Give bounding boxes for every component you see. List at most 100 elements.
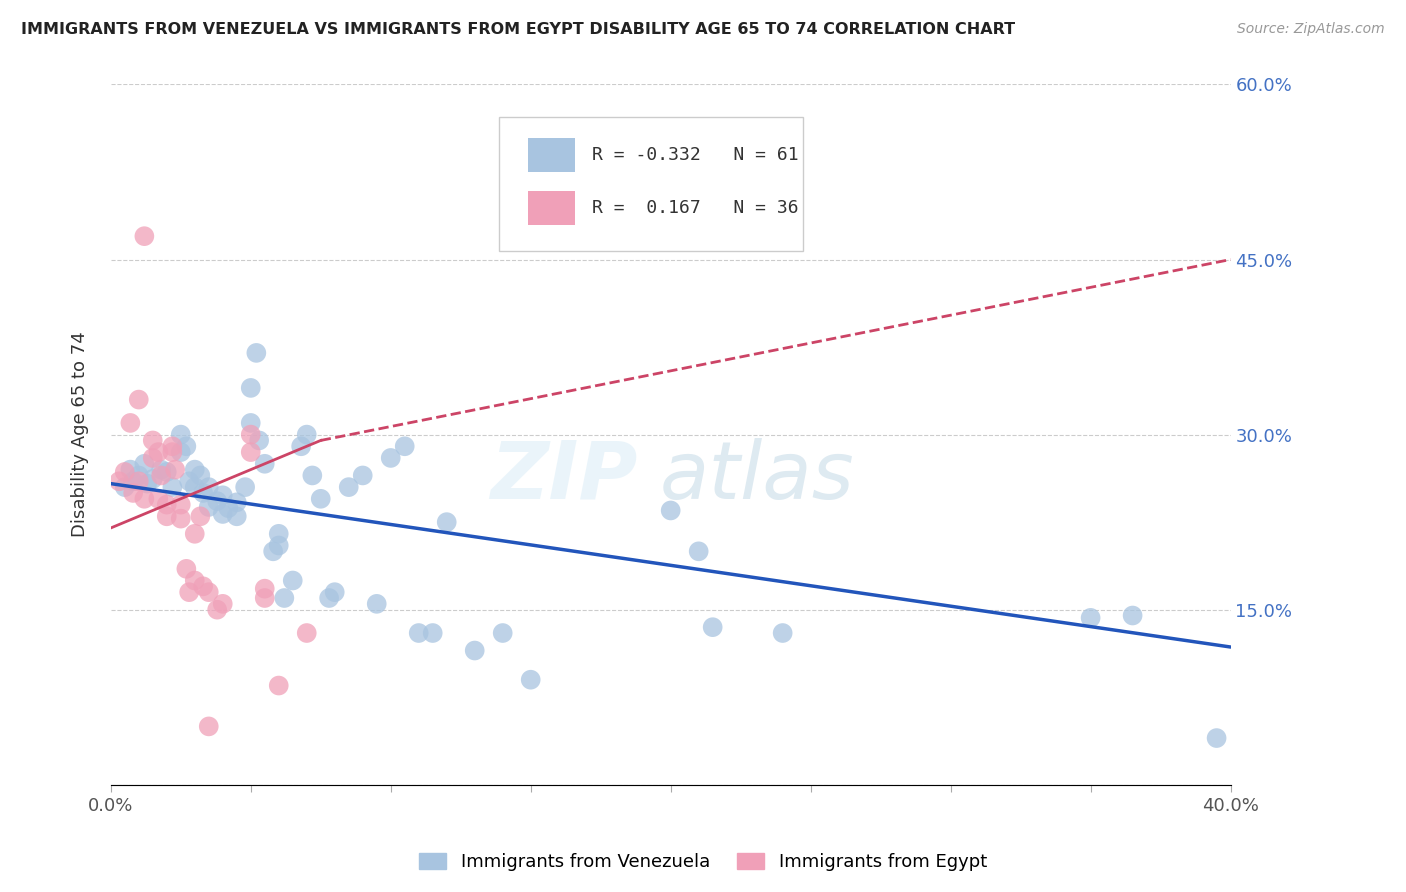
Point: [150, 468, 173, 483]
Point: [295, 427, 318, 442]
Point: [148, 491, 170, 506]
Point: [253, 457, 276, 471]
Point: [366, 597, 388, 611]
Point: [267, 539, 290, 553]
Point: [380, 450, 402, 465]
Point: [197, 719, 219, 733]
Point: [162, 445, 184, 459]
Point: [188, 468, 211, 483]
Point: [318, 591, 340, 605]
Point: [492, 626, 515, 640]
Point: [122, 486, 145, 500]
Text: R =  0.167   N = 36: R = 0.167 N = 36: [592, 199, 799, 217]
Point: [197, 480, 219, 494]
Point: [170, 511, 193, 525]
Point: [267, 679, 290, 693]
Point: [211, 597, 233, 611]
Point: [148, 445, 170, 459]
Point: [408, 626, 430, 640]
Legend: Immigrants from Venezuela, Immigrants from Egypt: Immigrants from Venezuela, Immigrants fr…: [412, 846, 994, 879]
Point: [253, 582, 276, 596]
Text: R = -0.332   N = 61: R = -0.332 N = 61: [592, 146, 799, 164]
Point: [184, 462, 207, 476]
Point: [179, 475, 201, 489]
Point: [142, 434, 165, 448]
Point: [245, 346, 267, 360]
Point: [211, 507, 233, 521]
Point: [239, 416, 262, 430]
Point: [422, 626, 444, 640]
Point: [352, 468, 374, 483]
Point: [134, 457, 156, 471]
Point: [134, 229, 156, 244]
Point: [184, 526, 207, 541]
Point: [108, 475, 131, 489]
Point: [239, 427, 262, 442]
Point: [233, 480, 256, 494]
Point: [170, 445, 193, 459]
Point: [128, 475, 150, 489]
Point: [184, 480, 207, 494]
Point: [1122, 608, 1144, 623]
Point: [184, 574, 207, 588]
Point: [262, 544, 284, 558]
Point: [225, 509, 247, 524]
FancyBboxPatch shape: [499, 118, 803, 252]
Point: [247, 434, 270, 448]
Point: [1205, 731, 1227, 745]
Point: [225, 495, 247, 509]
Point: [179, 585, 201, 599]
Point: [239, 381, 262, 395]
Bar: [529, 138, 575, 172]
Y-axis label: Disability Age 65 to 74: Disability Age 65 to 74: [72, 332, 89, 538]
Point: [309, 491, 332, 506]
Point: [170, 427, 193, 442]
Point: [165, 462, 187, 476]
Point: [162, 439, 184, 453]
Point: [290, 439, 312, 453]
Point: [162, 480, 184, 494]
Point: [136, 476, 159, 491]
Point: [191, 486, 214, 500]
Point: [702, 620, 724, 634]
Point: [197, 500, 219, 514]
Point: [436, 515, 458, 529]
Point: [156, 465, 179, 479]
Bar: [529, 191, 575, 225]
Point: [273, 591, 295, 605]
Text: atlas: atlas: [659, 438, 855, 516]
Point: [176, 562, 198, 576]
Point: [122, 475, 145, 489]
Point: [295, 626, 318, 640]
Point: [394, 439, 416, 453]
Point: [128, 392, 150, 407]
Point: [205, 602, 228, 616]
Point: [156, 498, 179, 512]
Point: [688, 544, 710, 558]
Point: [519, 673, 541, 687]
Point: [281, 574, 304, 588]
Point: [197, 585, 219, 599]
Point: [142, 472, 165, 486]
Point: [267, 526, 290, 541]
Point: [1080, 611, 1102, 625]
Point: [239, 445, 262, 459]
Point: [301, 468, 323, 483]
Point: [337, 480, 360, 494]
Point: [191, 579, 214, 593]
Point: [211, 488, 233, 502]
Point: [150, 462, 173, 476]
Point: [114, 480, 136, 494]
Point: [659, 503, 682, 517]
Point: [156, 509, 179, 524]
Point: [120, 416, 142, 430]
Text: ZIP: ZIP: [489, 438, 637, 516]
Point: [176, 439, 198, 453]
Point: [772, 626, 794, 640]
Point: [142, 450, 165, 465]
Point: [170, 498, 193, 512]
Text: IMMIGRANTS FROM VENEZUELA VS IMMIGRANTS FROM EGYPT DISABILITY AGE 65 TO 74 CORRE: IMMIGRANTS FROM VENEZUELA VS IMMIGRANTS …: [21, 22, 1015, 37]
Text: Source: ZipAtlas.com: Source: ZipAtlas.com: [1237, 22, 1385, 37]
Point: [205, 494, 228, 508]
Point: [217, 501, 239, 516]
